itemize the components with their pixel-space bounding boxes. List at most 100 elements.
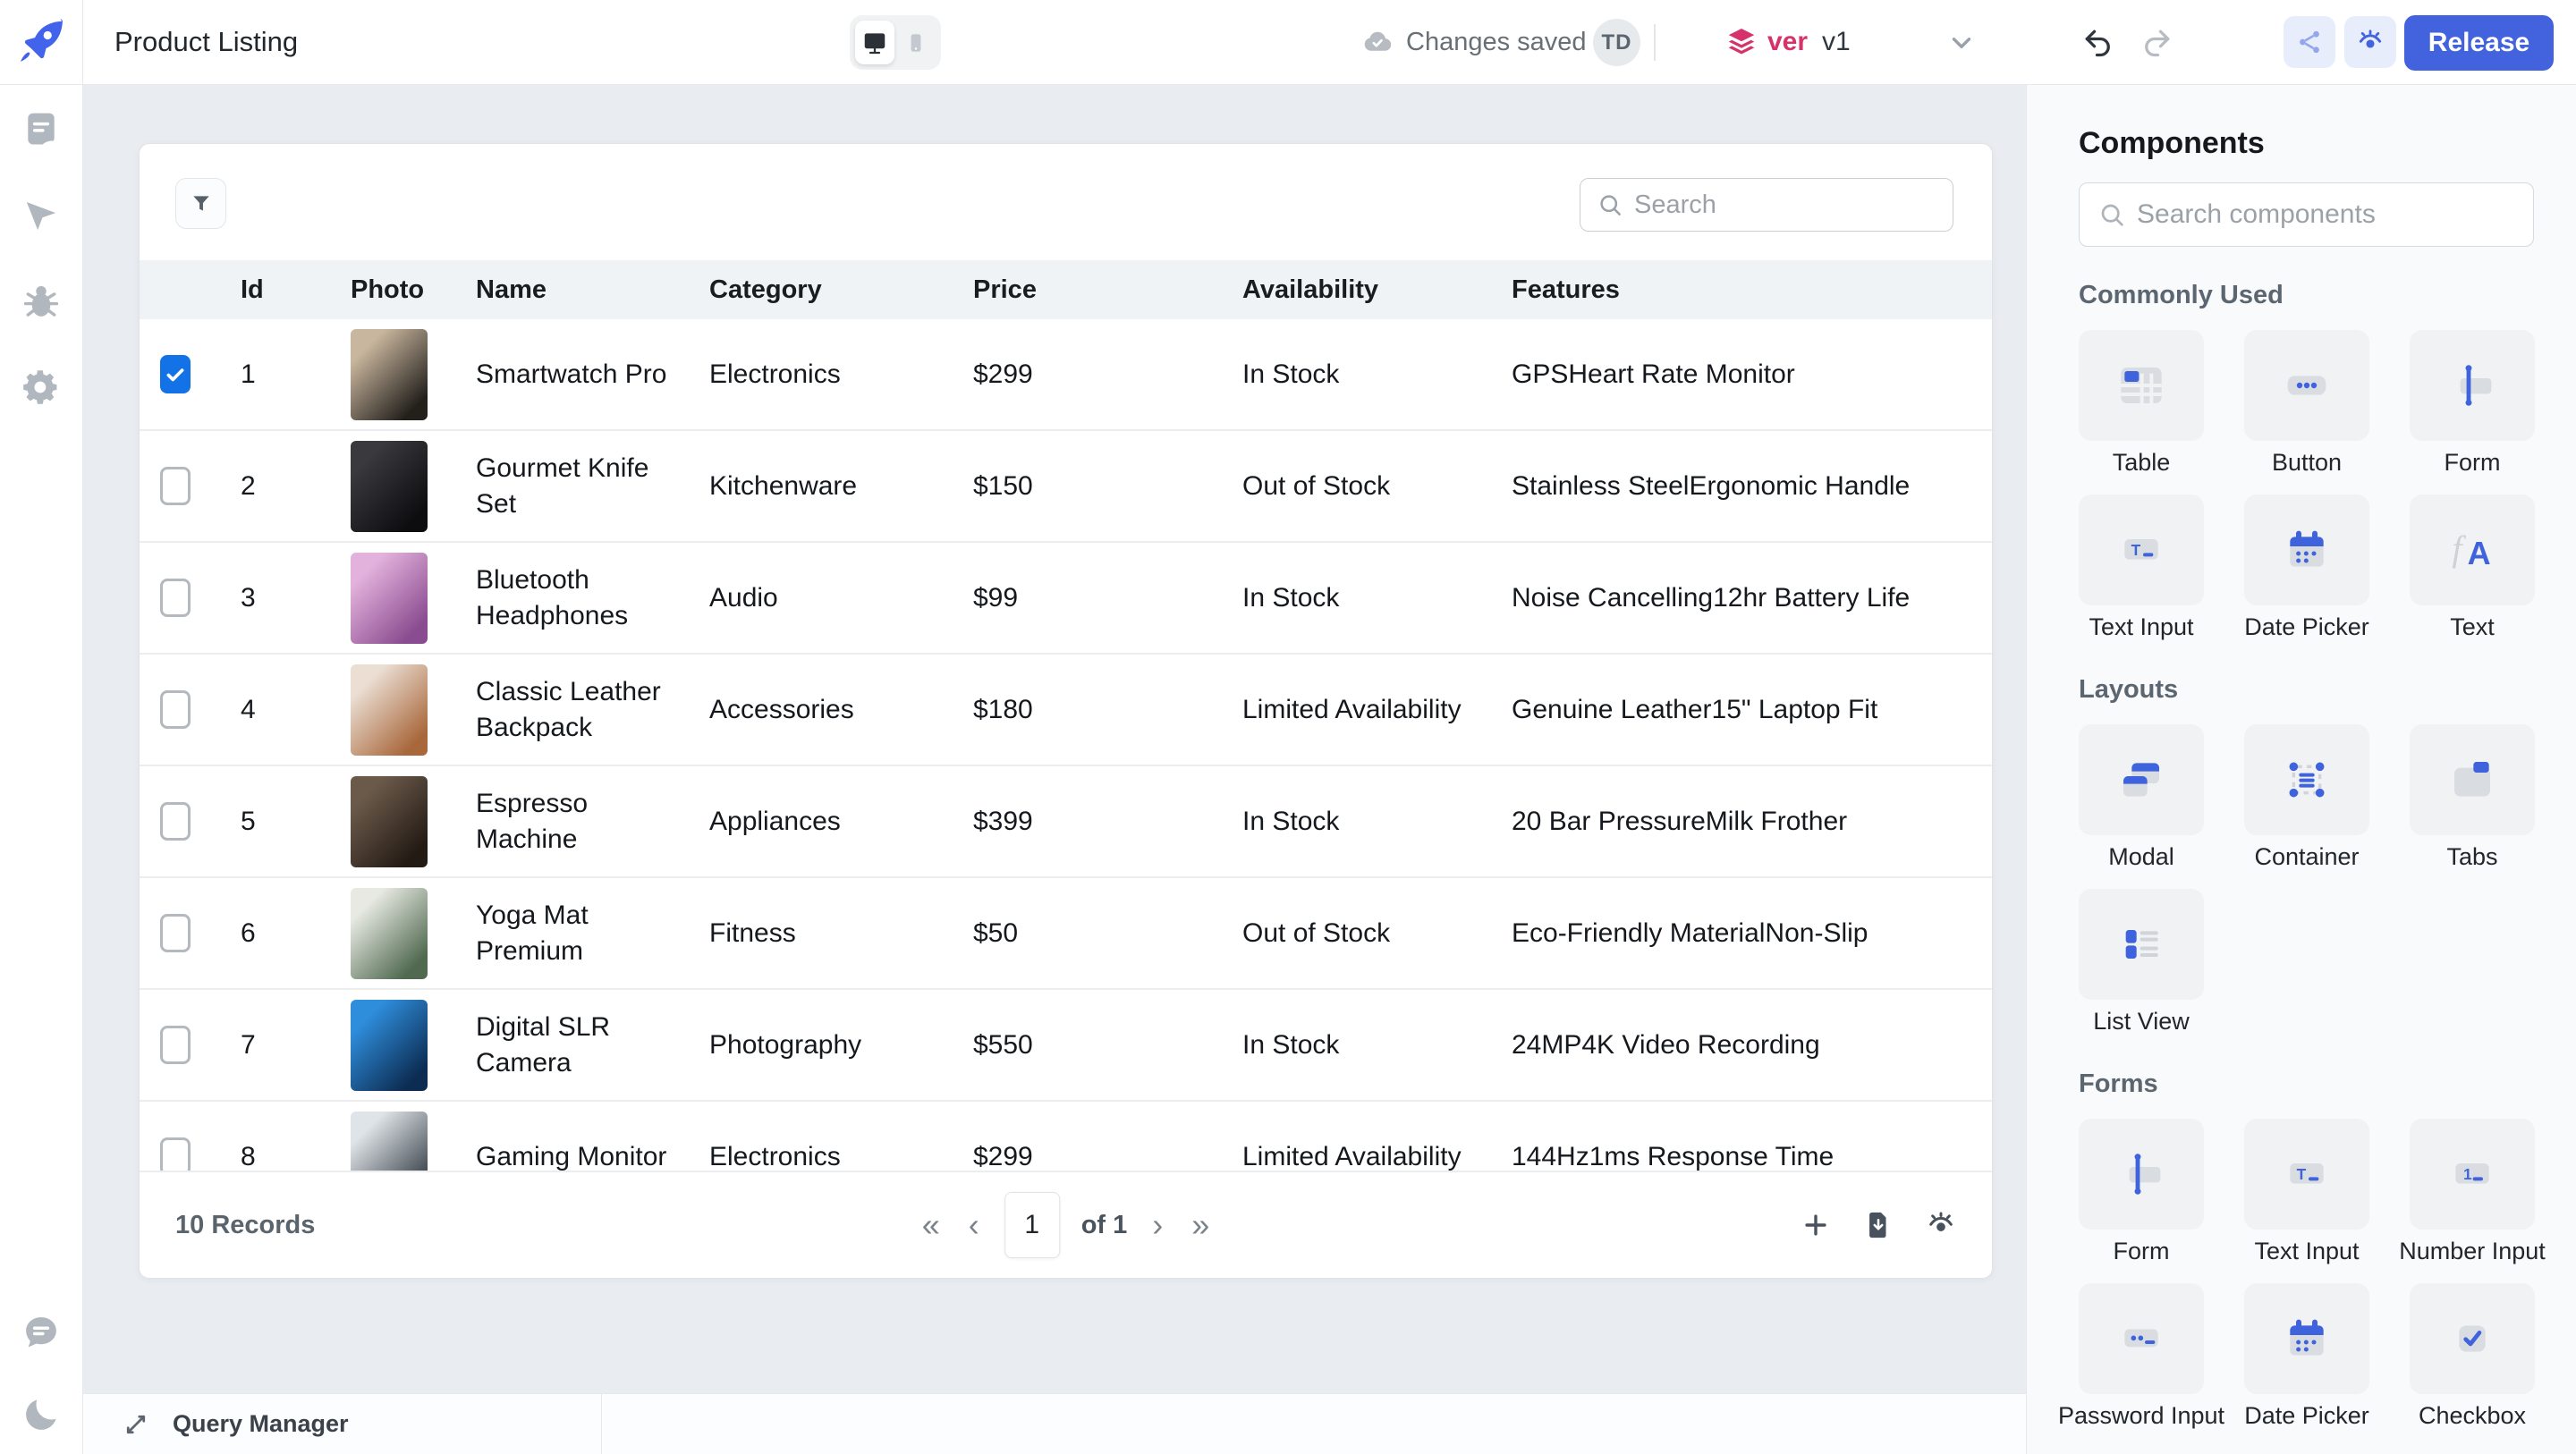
settings-icon[interactable]: [21, 368, 61, 407]
component-label: Text Input: [2254, 1238, 2360, 1264]
comment-icon[interactable]: [21, 1313, 61, 1352]
save-status: Changes saved: [1361, 0, 1587, 84]
avatar[interactable]: TD: [1593, 19, 1640, 66]
column-header-category[interactable]: Category: [709, 275, 822, 304]
component-password-input[interactable]: Password Input: [2058, 1283, 2224, 1430]
component-date-picker[interactable]: Date Picker: [2244, 495, 2369, 641]
column-header-availability[interactable]: Availability: [1242, 275, 1379, 304]
pages-icon[interactable]: [21, 110, 61, 149]
component-container[interactable]: Container: [2244, 724, 2369, 871]
row-checkbox[interactable]: [160, 1026, 191, 1064]
desktop-toggle-button[interactable]: [855, 21, 894, 64]
cell-category: Accessories: [709, 694, 854, 724]
column-header-name[interactable]: Name: [476, 275, 547, 304]
component-table[interactable]: Table: [2079, 330, 2204, 477]
section-label: Layouts: [2079, 675, 2179, 704]
topbar: Product Listing Changes saved TD ver v1 …: [0, 0, 2576, 85]
list-view-component-icon: [2113, 916, 2170, 973]
table-row[interactable]: 5 Espresso Machine Appliances $399 In Stock 2…: [140, 766, 1992, 878]
table-row[interactable]: 3 Bluetooth Headphones Audio $99 In Stock Noi…: [140, 543, 1992, 655]
table-footer: 10 Records « ‹ 1 of 1 › »: [140, 1171, 1992, 1278]
debugger-icon[interactable]: [21, 282, 61, 321]
components-panel-title: Components: [2079, 126, 2265, 160]
components-search-input[interactable]: [2137, 199, 2515, 230]
table-row[interactable]: 8 Gaming Monitor Electronics $299 Limited Av…: [140, 1102, 1992, 1172]
component-date-picker[interactable]: Date Picker: [2244, 1283, 2369, 1430]
download-icon[interactable]: [1863, 1210, 1894, 1240]
component-list-view[interactable]: List View: [2079, 889, 2204, 1036]
redo-icon[interactable]: [2140, 27, 2173, 59]
row-checkbox[interactable]: [160, 467, 191, 505]
row-checkbox[interactable]: [160, 690, 191, 729]
component-text[interactable]: f A Text: [2410, 495, 2535, 641]
visibility-icon[interactable]: [1926, 1210, 1956, 1240]
table-body: 1 Smartwatch Pro Electronics $299 In Stock GP…: [140, 319, 1992, 1172]
column-header-id[interactable]: Id: [241, 275, 264, 304]
row-checkbox[interactable]: [160, 355, 191, 393]
cell-name: Bluetooth Headphones: [476, 564, 629, 630]
query-manager-bar[interactable]: Query Manager: [83, 1394, 602, 1454]
component-text-input[interactable]: T Text Input: [2079, 495, 2204, 641]
cell-category: Kitchenware: [709, 470, 858, 501]
component-card: T: [2244, 1119, 2369, 1230]
component-tabs[interactable]: Tabs: [2410, 724, 2535, 871]
table-row[interactable]: 1 Smartwatch Pro Electronics $299 In Stock GP…: [140, 319, 1992, 431]
filter-button[interactable]: [175, 178, 226, 229]
cell-price: $399: [973, 806, 1033, 836]
column-header-features[interactable]: Features: [1512, 275, 1620, 304]
component-card: [2244, 495, 2369, 605]
pagination-next-icon[interactable]: ›: [1152, 1206, 1164, 1243]
chevron-down-icon[interactable]: [1946, 28, 1977, 58]
component-number-input[interactable]: 1 Number Input: [2399, 1119, 2546, 1265]
release-button[interactable]: Release: [2404, 15, 2554, 71]
column-header-price[interactable]: Price: [973, 275, 1037, 304]
table-row[interactable]: 2 Gourmet Knife Set Kitchenware $150 Out of …: [140, 431, 1992, 543]
app-canvas[interactable]: Id Photo Name Category Price Availability Feat…: [83, 85, 2026, 1393]
component-modal[interactable]: Modal: [2079, 724, 2204, 871]
undo-icon[interactable]: [2082, 27, 2114, 59]
component-text-input[interactable]: T Text Input: [2244, 1119, 2369, 1265]
preview-button[interactable]: [2344, 16, 2396, 68]
component-checkbox[interactable]: Checkbox: [2410, 1283, 2535, 1430]
component-card: [2079, 724, 2204, 835]
version-selector[interactable]: ver v1: [1724, 0, 1851, 84]
row-checkbox[interactable]: [160, 1137, 191, 1172]
cell-availability: In Stock: [1242, 582, 1340, 613]
cell-id: 1: [241, 359, 256, 389]
component-card: [2244, 724, 2369, 835]
mobile-toggle-button[interactable]: [896, 21, 936, 64]
form-component-icon: [2113, 1145, 2170, 1203]
components-section-forms: Forms Form T Text Input 1 Number Input Passwor…: [2058, 1069, 2546, 1430]
moon-icon[interactable]: [21, 1395, 61, 1434]
row-checkbox[interactable]: [160, 802, 191, 841]
column-header-photo[interactable]: Photo: [351, 275, 425, 304]
cell-category: Electronics: [709, 1141, 841, 1171]
inspector-icon[interactable]: [21, 196, 61, 235]
app-logo[interactable]: [0, 0, 83, 84]
cell-photo: [342, 999, 476, 1091]
cell-name: Smartwatch Pro: [476, 359, 667, 389]
cell-features: Eco-Friendly MaterialNon-Slip: [1512, 917, 1868, 948]
add-row-icon[interactable]: [1801, 1210, 1831, 1240]
row-checkbox[interactable]: [160, 579, 191, 617]
component-button[interactable]: Button: [2244, 330, 2369, 477]
share-button[interactable]: [2284, 16, 2335, 68]
pagination-prev-icon[interactable]: ‹: [968, 1206, 979, 1243]
row-checkbox[interactable]: [160, 914, 191, 952]
table-row[interactable]: 4 Classic Leather Backpack Accessories $180…: [140, 655, 1992, 766]
table-search-input[interactable]: [1634, 190, 1936, 220]
component-label: Tabs: [2446, 843, 2498, 870]
component-form[interactable]: Form: [2410, 330, 2535, 477]
component-form[interactable]: Form: [2079, 1119, 2204, 1265]
pagination-first-icon[interactable]: «: [921, 1206, 940, 1243]
table-row[interactable]: 6 Yoga Mat Premium Fitness $50 Out of Stock E…: [140, 878, 1992, 990]
component-label: Text: [2450, 613, 2495, 640]
device-toggle: [850, 15, 941, 70]
cell-features: 144Hz1ms Response Time: [1512, 1141, 1835, 1171]
components-grid: Modal Container Tabs List View: [2079, 724, 2535, 1036]
table-row[interactable]: 7 Digital SLR Camera Photography $550 In Sto…: [140, 990, 1992, 1102]
table-widget[interactable]: Id Photo Name Category Price Availability Feat…: [139, 143, 1993, 1279]
pagination-last-icon[interactable]: »: [1191, 1206, 1210, 1243]
page-number[interactable]: 1: [1004, 1192, 1060, 1258]
component-card: [2079, 1283, 2204, 1394]
